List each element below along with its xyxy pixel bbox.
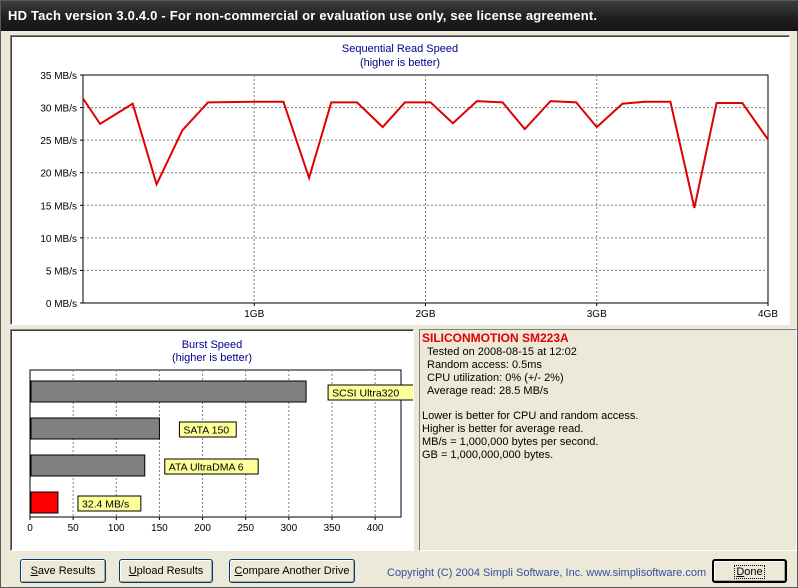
burst-speed-chart: Burst Speed (higher is better) SCSI Ultr… bbox=[27, 339, 413, 534]
cpu-utilization-text: CPU utilization: 0% (+/- 2%) bbox=[427, 372, 564, 384]
burst-bar bbox=[30, 417, 160, 440]
burst-bar-label-box bbox=[178, 421, 237, 438]
seq-y-tick-label: 20 MB/s bbox=[40, 169, 77, 180]
done-label: one bbox=[744, 566, 763, 578]
done-mnemonic: D bbox=[736, 566, 745, 578]
burst-bar bbox=[30, 454, 146, 477]
random-access-text: Random access: 0.5ms bbox=[427, 359, 542, 371]
seq-y-tick-label: 30 MB/s bbox=[40, 104, 77, 115]
burst-bar-label: SCSI Ultra320 bbox=[332, 388, 399, 400]
upload-results-button[interactable]: Upload Results bbox=[119, 559, 213, 583]
done-button[interactable]: Done bbox=[712, 559, 787, 583]
upload-results-mnemonic: U bbox=[128, 565, 137, 577]
seq-x-tick-label: 2GB bbox=[415, 309, 435, 320]
results-info-panel: SILICONMOTION SM223A Tested on 2008-08-1… bbox=[419, 329, 797, 551]
seq-chart-subtitle: (higher is better) bbox=[360, 57, 440, 69]
sequential-read-chart: Sequential Read Speed (higher is better)… bbox=[40, 43, 778, 320]
done-button-focus: Done bbox=[734, 565, 765, 579]
burst-x-tick-label: 150 bbox=[151, 523, 168, 534]
seq-y-tick-label: 5 MB/s bbox=[46, 266, 77, 277]
upload-results-label: pload Results bbox=[136, 565, 204, 577]
seq-x-tick-label: 3GB bbox=[587, 309, 607, 320]
burst-x-tick-label: 400 bbox=[367, 523, 384, 534]
burst-bar-label: SATA 150 bbox=[183, 425, 229, 437]
note-mbs-definition: MB/s = 1,000,000 bytes per second. bbox=[422, 436, 599, 448]
burst-x-tick-label: 50 bbox=[68, 523, 80, 534]
compare-another-drive-button[interactable]: Compare Another Drive bbox=[229, 559, 355, 583]
burst-bar-label-box bbox=[77, 495, 142, 512]
window-title: HD Tach version 3.0.4.0 - For non-commer… bbox=[8, 8, 598, 23]
seq-y-tick-label: 25 MB/s bbox=[40, 136, 77, 147]
note-lower-better: Lower is better for CPU and random acces… bbox=[422, 410, 639, 422]
seq-y-tick-label: 15 MB/s bbox=[40, 201, 77, 212]
sequential-read-series-line bbox=[82, 97, 769, 209]
seq-chart-title: Sequential Read Speed bbox=[342, 43, 458, 55]
burst-chart-title: Burst Speed bbox=[182, 339, 243, 351]
title-bar[interactable]: HD Tach version 3.0.4.0 - For non-commer… bbox=[1, 1, 798, 31]
burst-x-tick-label: 350 bbox=[324, 523, 341, 534]
seq-y-tick-label: 10 MB/s bbox=[40, 234, 77, 245]
save-results-mnemonic: S bbox=[30, 565, 38, 577]
burst-x-tick-label: 200 bbox=[194, 523, 211, 534]
burst-bar-label: ATA UltraDMA 6 bbox=[169, 462, 244, 474]
burst-x-tick-label: 0 bbox=[27, 523, 33, 534]
copyright-text: Copyright (C) 2004 Simpli Software, Inc.… bbox=[387, 567, 707, 579]
device-name: SILICONMOTION SM223A bbox=[422, 331, 569, 345]
burst-bar bbox=[30, 380, 307, 403]
average-read-text: Average read: 28.5 MB/s bbox=[427, 385, 549, 397]
burst-chart-subtitle: (higher is better) bbox=[172, 352, 252, 364]
seq-x-tick-label: 1GB bbox=[244, 309, 264, 320]
tested-on-text: Tested on 2008-08-15 at 12:02 bbox=[427, 346, 577, 358]
compare-drive-mnemonic: C bbox=[234, 565, 243, 577]
save-results-label: ave Results bbox=[37, 565, 96, 577]
burst-speed-panel: Burst Speed (higher is better) SCSI Ultr… bbox=[10, 329, 414, 551]
burst-bar bbox=[30, 491, 59, 514]
burst-bar-label-box bbox=[164, 458, 259, 475]
burst-x-tick-label: 100 bbox=[108, 523, 125, 534]
burst-plot-frame bbox=[29, 369, 402, 518]
save-results-button[interactable]: Save Results bbox=[20, 559, 106, 583]
burst-x-tick-label: 250 bbox=[237, 523, 254, 534]
compare-drive-label: ompare Another Drive bbox=[242, 565, 350, 577]
seq-x-tick-label: 4GB bbox=[758, 309, 778, 320]
seq-y-tick-label: 0 MB/s bbox=[46, 299, 77, 310]
seq-y-tick-label: 35 MB/s bbox=[40, 71, 77, 82]
burst-bar-label: 32.4 MB/s bbox=[82, 499, 129, 511]
burst-x-tick-label: 300 bbox=[280, 523, 297, 534]
note-gb-definition: GB = 1,000,000,000 bytes. bbox=[422, 449, 554, 461]
note-higher-better: Higher is better for average read. bbox=[422, 423, 584, 435]
sequential-read-panel: Sequential Read Speed (higher is better)… bbox=[10, 35, 790, 325]
burst-bar-label-box bbox=[327, 384, 413, 401]
